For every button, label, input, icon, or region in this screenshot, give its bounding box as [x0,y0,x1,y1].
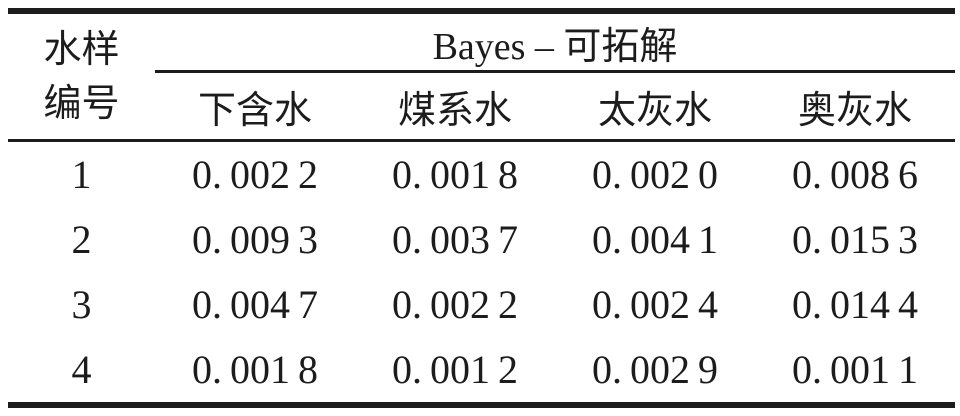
value-cell: 0. 002 9 [592,347,718,392]
sample-no-cell: 3 [71,282,92,327]
column-header-meixishui: 煤系水 [355,73,555,142]
value-cell: 0. 001 8 [392,152,518,197]
column-header-taihuishui: 太灰水 [555,73,755,142]
row-header-line1: 水样 [43,28,120,71]
column-header-xiahanshui: 下含水 [155,73,355,142]
value-cell: 0. 002 2 [192,152,318,197]
value-cell: 0. 002 0 [592,152,718,197]
value-cell: 0. 004 1 [592,217,718,262]
value-cell: 0. 014 4 [792,282,918,327]
value-cell: 0. 002 4 [592,282,718,327]
value-cell: 0. 015 3 [792,217,918,262]
sample-no-cell: 4 [71,347,92,392]
column-header-aohuishui: 奥灰水 [755,73,955,142]
value-cell: 0. 004 7 [192,282,318,327]
value-cell: 0. 003 7 [392,217,518,262]
sample-no-cell: 1 [71,152,92,197]
value-cell: 0. 001 2 [392,347,518,392]
row-header-sample-no: 水样 编号 [8,14,155,142]
value-cell: 0. 002 2 [392,282,518,327]
value-cell: 0. 001 8 [192,347,318,392]
water-sample-bayes-table: 水样 编号 Bayes – 可拓解 下含水 煤系水 太灰水 奥灰水 1 0. 0… [8,8,955,408]
value-cell: 0. 001 1 [792,347,918,392]
value-cell: 0. 008 6 [792,152,918,197]
sample-no-cell: 2 [71,217,92,262]
row-header-line2: 编号 [43,82,120,125]
group-header-bayes: Bayes – 可拓解 [155,14,955,73]
value-cell: 0. 009 3 [192,217,318,262]
